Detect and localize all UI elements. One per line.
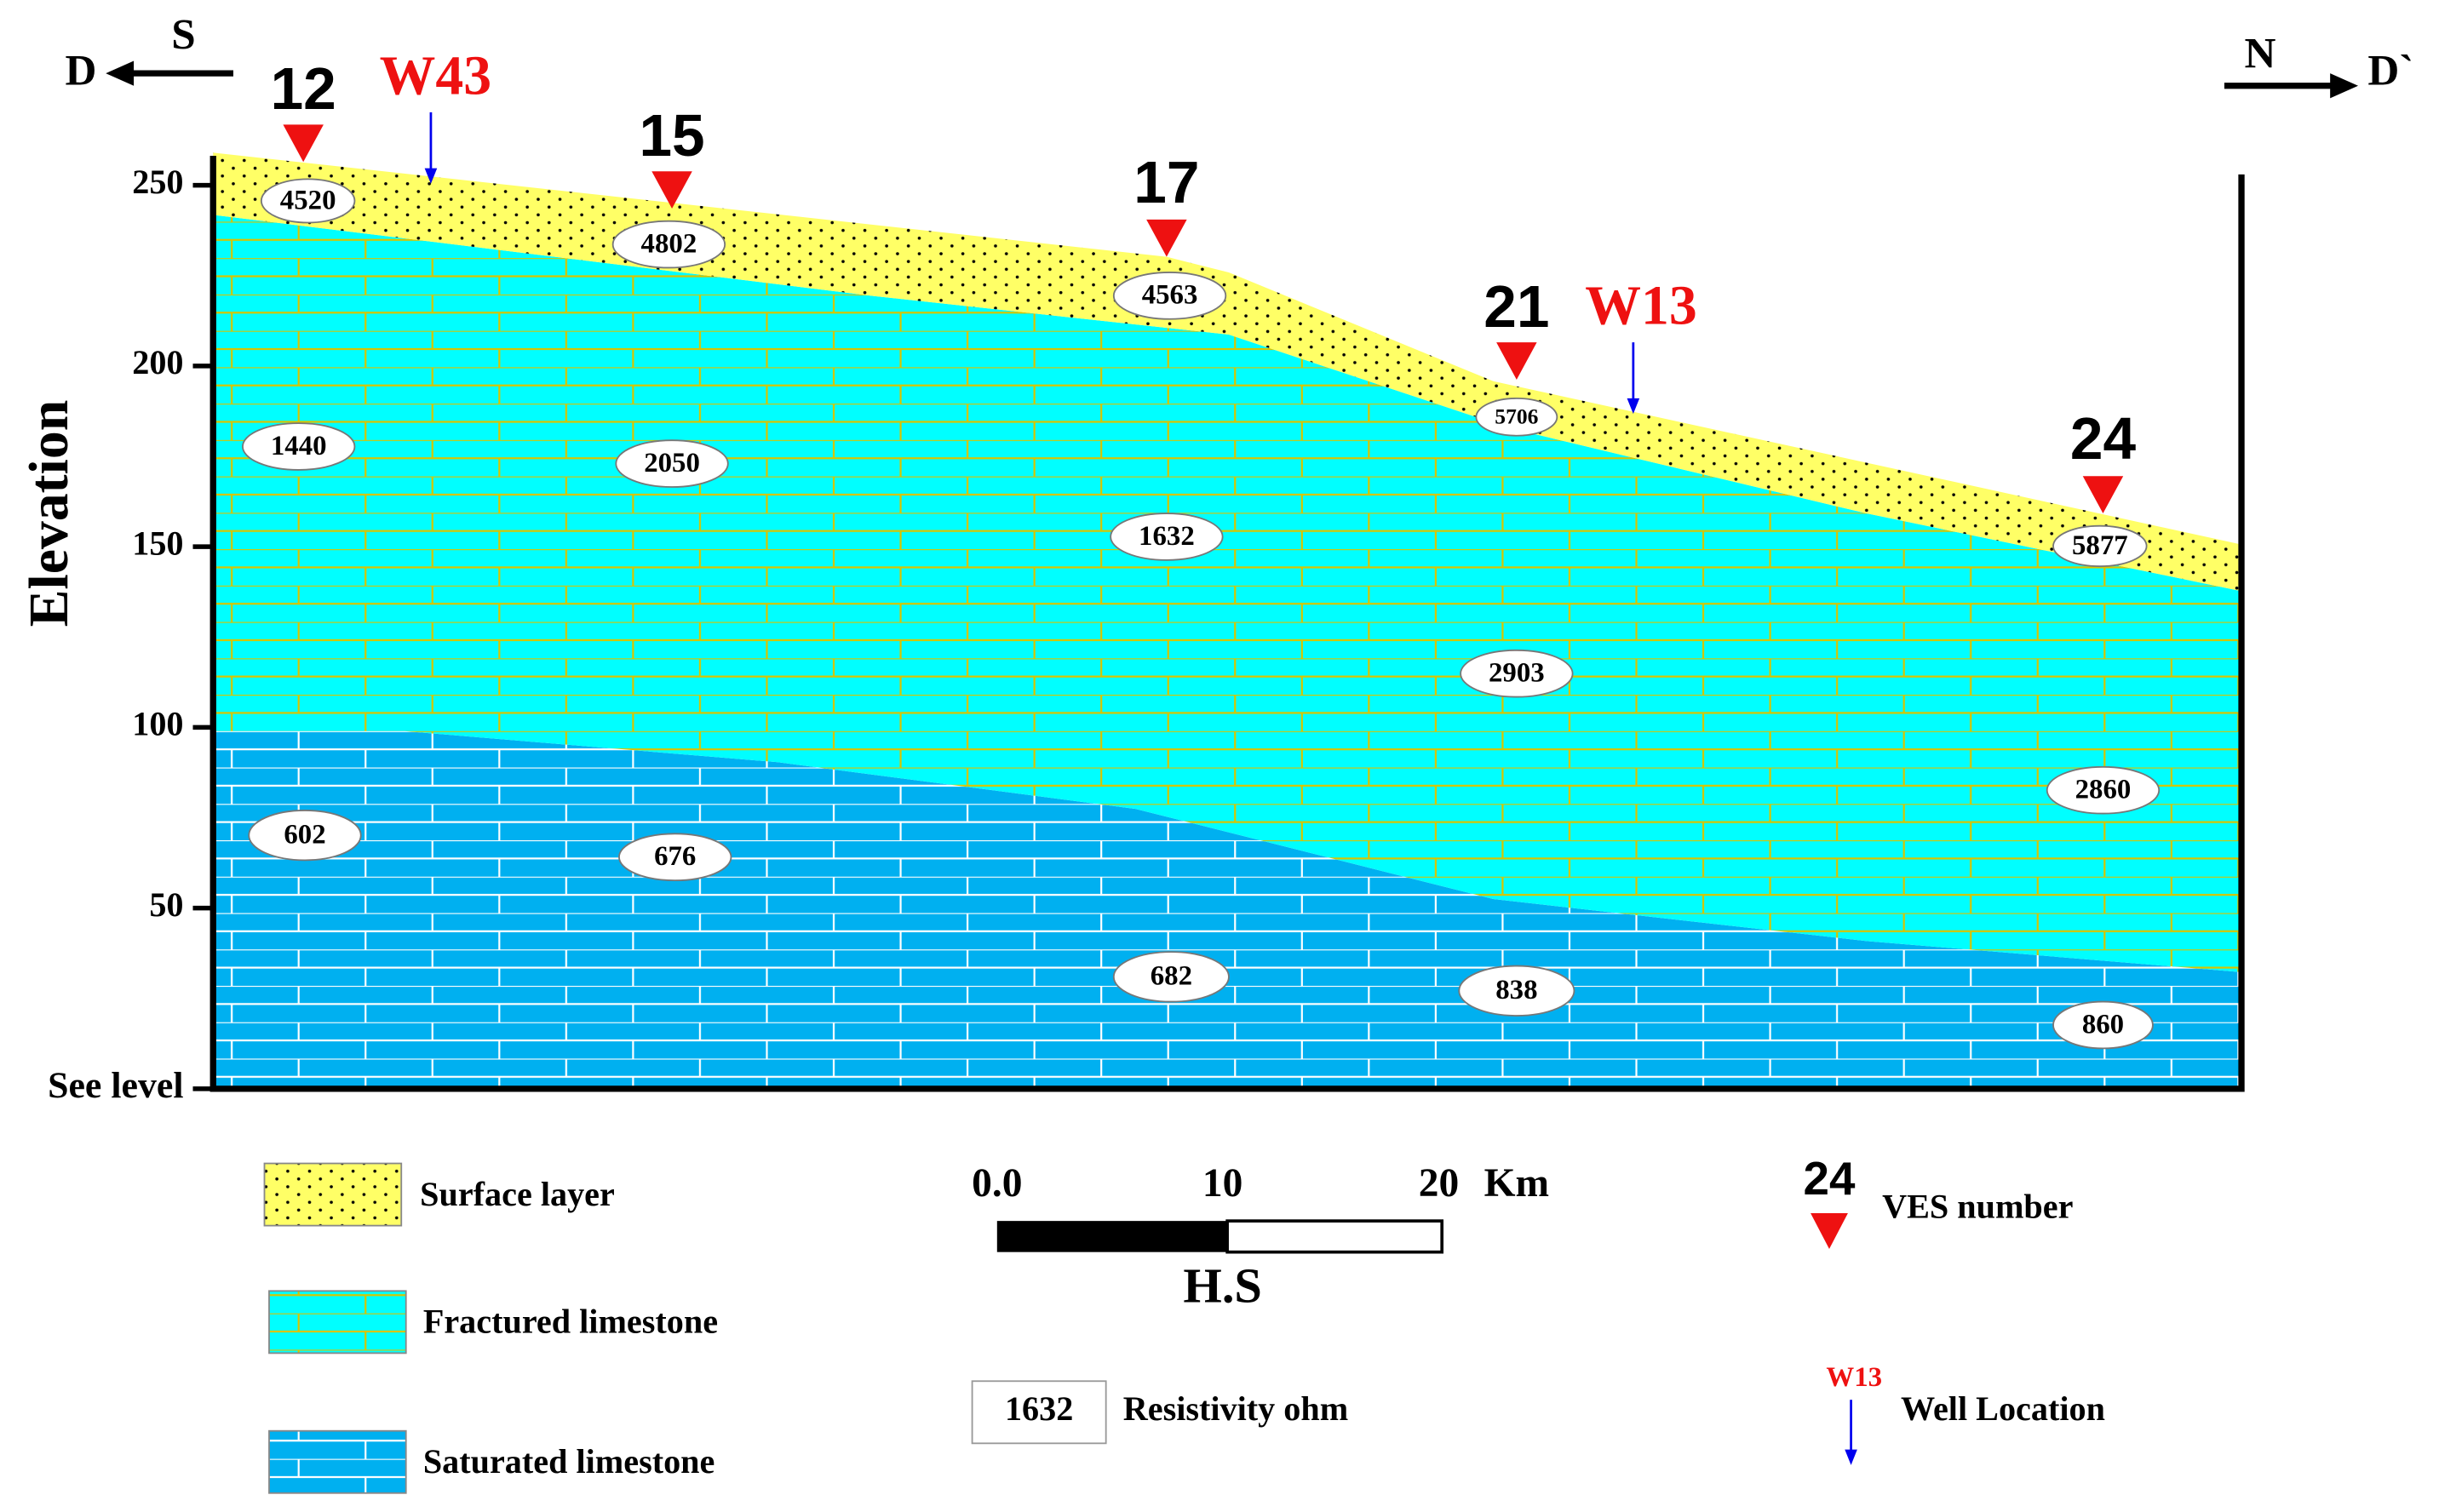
legend-saturated-swatch — [268, 1429, 407, 1494]
frame — [209, 155, 2245, 1092]
right-arrowhead — [2330, 73, 2359, 99]
legend-label: VES number — [1882, 1188, 2073, 1226]
resistivity-label: 1440 — [271, 431, 327, 461]
resistivity-ellipse — [1112, 272, 1227, 320]
well-label: W43 — [380, 44, 492, 106]
legend-sample: 24 — [1804, 1152, 1856, 1205]
legend-label: Surface layer — [420, 1175, 615, 1213]
left-arrowhead — [106, 60, 135, 86]
legend-sample: W13 — [1826, 1362, 1882, 1393]
scale-bar-black — [996, 1221, 1228, 1252]
resistivity-label: 4520 — [280, 185, 336, 215]
resistivity-ellipse — [2046, 765, 2161, 815]
direction-label: D` — [2367, 47, 2413, 95]
ves-marker — [2082, 476, 2124, 514]
legend-surface-swatch — [263, 1162, 403, 1227]
resistivity-ellipse — [1112, 951, 1230, 1003]
ves-marker — [283, 124, 324, 163]
tick-label: 50 — [149, 885, 183, 924]
layers — [213, 152, 2242, 1089]
legend-well-arrowhead — [1845, 1449, 1857, 1465]
fractured-layer — [213, 215, 2242, 972]
ves-marker — [1496, 342, 1537, 380]
resistivity-ellipse — [248, 810, 362, 862]
ves-label: 15 — [639, 102, 704, 169]
resistivity-ellipse — [242, 422, 356, 471]
resistivity-label: 602 — [284, 820, 325, 850]
tick-label: 150 — [132, 524, 183, 562]
resistivity-ellipse — [1475, 397, 1558, 437]
legend-resistivity-box — [971, 1380, 1107, 1445]
resistivity-label: 860 — [2082, 1009, 2124, 1040]
ves-label: 12 — [271, 55, 336, 122]
resistivity-label: 5706 — [1495, 404, 1538, 429]
axis-title: Elevation — [18, 400, 80, 627]
surface-layer — [213, 152, 2242, 592]
tick-label: 200 — [132, 343, 183, 381]
legend-label: Saturated limestone — [423, 1442, 715, 1480]
resistivity-label: 2050 — [644, 448, 700, 478]
resistivity-label: 2903 — [1489, 658, 1545, 689]
scale-label: 10 — [1202, 1161, 1242, 1206]
tick-label: 100 — [132, 705, 183, 743]
resistivity-ellipse — [615, 439, 729, 488]
ves-label: 21 — [1483, 273, 1549, 340]
tick-label: 250 — [132, 163, 183, 201]
scale-label: 0.0 — [972, 1161, 1022, 1206]
resistivity-label: 4802 — [641, 228, 697, 259]
resistivity-ellipse — [618, 833, 732, 882]
resistivity-ellipse — [1110, 513, 1224, 561]
resistivity-label: 2860 — [2075, 775, 2132, 805]
resistivity-label: 1632 — [1139, 521, 1195, 552]
resistivity-label: 682 — [1151, 961, 1192, 992]
tick-label: See level — [48, 1065, 183, 1106]
scale-label: 20 — [1419, 1161, 1459, 1206]
scale-unit: Km — [1484, 1161, 1549, 1206]
legend-fractured-swatch — [268, 1290, 407, 1354]
resistivity-label: 838 — [1495, 975, 1537, 1005]
legend-label: Fractured limestone — [423, 1303, 718, 1341]
resistivity-ellipse — [611, 220, 726, 269]
scale-title: H.S — [1183, 1258, 1262, 1314]
resistivity-ellipse — [1458, 965, 1575, 1017]
well-arrowhead — [1627, 398, 1640, 415]
ves-label: 24 — [2070, 405, 2137, 472]
resistivity-label: 5877 — [2072, 530, 2128, 561]
saturated-layer — [213, 730, 2242, 1089]
resistivity-ellipse — [260, 178, 356, 224]
resistivity-ellipse — [2052, 524, 2148, 568]
direction-label: S — [171, 11, 195, 60]
ves-label: 17 — [1133, 149, 1199, 215]
ves-marker — [1146, 219, 1187, 257]
resistivity-ellipse — [2052, 1000, 2154, 1050]
legend-label: Resistivity ohm — [1123, 1389, 1348, 1428]
legend-ves-triangle — [1811, 1213, 1848, 1250]
resistivity-label: 676 — [654, 841, 696, 872]
resistivity-label: 4563 — [1142, 280, 1198, 311]
direction-label: D — [66, 47, 97, 95]
legend-label: Well Location — [1901, 1389, 2105, 1428]
direction-label: N — [2244, 30, 2275, 78]
ves-marker — [651, 171, 692, 209]
scale-bar-white — [1225, 1219, 1444, 1254]
legend-sample: 1632 — [1005, 1389, 1073, 1428]
well-arrowhead — [424, 168, 438, 184]
well-label: W13 — [1585, 275, 1696, 337]
resistivity-ellipse — [1460, 649, 1574, 698]
